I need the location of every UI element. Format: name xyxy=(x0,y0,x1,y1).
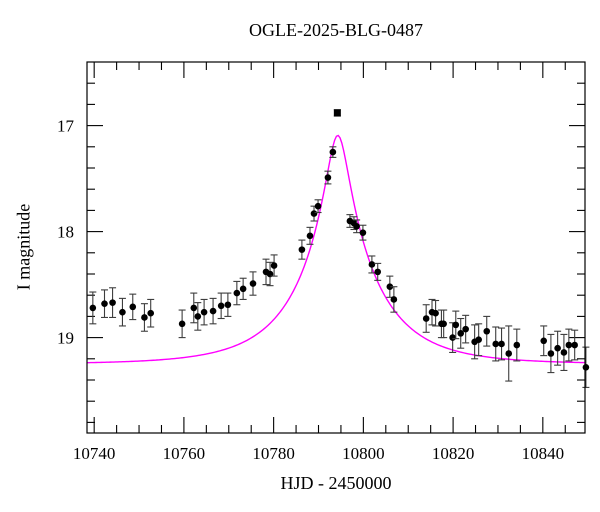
data-point xyxy=(224,301,232,309)
x-tick-label: 10780 xyxy=(252,444,295,463)
data-point xyxy=(452,321,460,329)
data-point xyxy=(505,350,513,357)
data-point xyxy=(390,296,398,303)
data-point xyxy=(353,223,360,230)
x-tick-label: 10840 xyxy=(522,444,565,463)
data-point xyxy=(329,148,337,156)
y-tick-label: 17 xyxy=(57,117,75,136)
data-point xyxy=(432,309,439,317)
data-point xyxy=(194,313,202,320)
data-point xyxy=(462,325,469,333)
x-tick-label: 10760 xyxy=(163,444,206,463)
data-point xyxy=(324,174,332,181)
x-tick-label: 10820 xyxy=(432,444,475,463)
data-point xyxy=(310,210,318,217)
data-point xyxy=(560,349,568,356)
data-point xyxy=(200,308,208,316)
data-point xyxy=(249,280,257,287)
data-point xyxy=(582,363,590,371)
data-point xyxy=(147,309,155,317)
data-point xyxy=(440,320,447,328)
data-point xyxy=(314,202,322,210)
data-point xyxy=(571,341,578,349)
data-point xyxy=(513,341,521,349)
data-point xyxy=(209,307,217,315)
data-point xyxy=(101,300,108,307)
data-point xyxy=(239,285,247,293)
data-point xyxy=(141,314,148,321)
data-series xyxy=(89,146,590,388)
data-point xyxy=(483,327,491,335)
data-point xyxy=(306,232,314,240)
x-tick-label: 10740 xyxy=(73,444,116,463)
data-point xyxy=(178,320,186,328)
data-point xyxy=(368,261,376,268)
data-point xyxy=(374,268,382,276)
data-point xyxy=(547,350,555,357)
data-point xyxy=(449,334,456,341)
chart-title: OGLE-2025-BLG-0487 xyxy=(249,20,423,40)
data-point xyxy=(457,330,465,337)
data-point xyxy=(119,308,126,316)
peak-data-point xyxy=(333,109,341,117)
data-point xyxy=(109,299,116,306)
plot-frame xyxy=(86,61,586,434)
y-tick-label: 18 xyxy=(57,223,74,242)
data-point xyxy=(359,229,367,236)
y-tick-label: 19 xyxy=(57,329,74,348)
data-point xyxy=(540,337,548,345)
data-point xyxy=(498,340,505,348)
data-point xyxy=(565,341,573,349)
data-point xyxy=(422,315,430,322)
x-axis-title: HJD - 2450000 xyxy=(280,473,392,493)
x-tick-label: 10800 xyxy=(342,444,385,463)
data-point xyxy=(89,304,97,312)
data-point xyxy=(270,262,278,269)
axis-ticks xyxy=(87,62,585,433)
data-point xyxy=(492,340,500,348)
data-point xyxy=(475,336,482,344)
data-point xyxy=(217,302,225,310)
data-point xyxy=(129,303,137,311)
data-point xyxy=(298,246,306,253)
peak-data-series xyxy=(333,109,341,117)
data-point xyxy=(190,304,198,312)
data-point xyxy=(233,289,241,297)
data-point xyxy=(554,344,561,352)
data-point xyxy=(386,283,394,291)
model-curve xyxy=(87,134,585,364)
